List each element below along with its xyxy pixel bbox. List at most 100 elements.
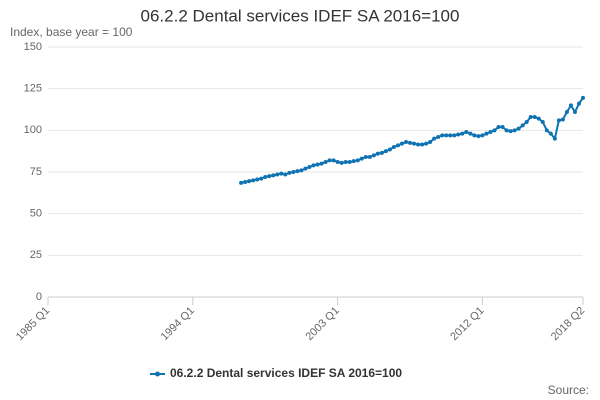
point (339, 160, 344, 165)
point (424, 141, 429, 146)
point (303, 166, 308, 171)
point (247, 179, 252, 184)
point (347, 160, 352, 164)
point (488, 130, 493, 134)
point (319, 161, 324, 166)
point (399, 141, 404, 146)
point (552, 136, 557, 141)
point (375, 151, 380, 156)
point (359, 156, 364, 161)
y-tick-label: 150 (24, 41, 42, 53)
point (343, 160, 348, 164)
point (259, 176, 264, 181)
point (448, 133, 453, 138)
point (492, 128, 497, 133)
point (351, 159, 356, 164)
point (379, 150, 384, 155)
point (512, 128, 517, 133)
point (315, 162, 320, 167)
point (420, 142, 425, 147)
point (283, 172, 288, 177)
point (548, 131, 553, 136)
point (564, 110, 569, 114)
line (240, 97, 584, 184)
point (524, 120, 529, 124)
point (432, 136, 437, 141)
point (263, 175, 268, 179)
x-tick-label: 1994 Q1 (159, 305, 197, 343)
point (239, 180, 244, 185)
point (307, 165, 312, 169)
point (480, 133, 485, 138)
y-axis-label: Index, base year = 100 (10, 25, 133, 39)
point (460, 131, 465, 136)
point (267, 174, 272, 179)
point (416, 142, 421, 147)
point (271, 173, 276, 178)
point (576, 101, 581, 106)
point (532, 115, 537, 119)
point (496, 125, 501, 129)
legend-label: 06.2.2 Dental services IDEF SA 2016=100 (170, 366, 402, 380)
legend-marker (155, 371, 160, 377)
point (456, 132, 461, 137)
chart-title: 06.2.2 Dental services IDEF SA 2016=100 (141, 6, 460, 25)
point (581, 95, 585, 100)
point (572, 110, 577, 114)
point (275, 172, 280, 177)
point (387, 147, 392, 152)
y-tick-label: 50 (30, 208, 42, 220)
point (536, 116, 541, 121)
point (383, 149, 388, 154)
point (404, 140, 409, 144)
point (395, 143, 400, 148)
y-tick-label: 25 (30, 249, 42, 261)
point (299, 168, 304, 173)
y-tick-label: 100 (24, 124, 42, 136)
point (516, 126, 521, 131)
point (436, 135, 441, 139)
y-tick-label: 0 (36, 291, 42, 303)
point (504, 128, 509, 133)
point (243, 180, 248, 184)
point (468, 131, 473, 136)
point (520, 123, 525, 128)
point (528, 115, 533, 119)
point (323, 160, 328, 164)
y-tick-label: 125 (24, 83, 42, 95)
point (371, 153, 376, 158)
point (508, 129, 513, 134)
point (544, 128, 549, 133)
point (556, 118, 561, 123)
point (287, 170, 292, 175)
point (295, 169, 300, 174)
point (391, 145, 396, 149)
x-tick-label: 2012 Q1 (448, 305, 486, 343)
point (355, 158, 360, 163)
point (568, 103, 573, 108)
point (311, 163, 316, 168)
point (452, 133, 457, 138)
point (408, 140, 413, 145)
point (412, 141, 417, 146)
point (255, 177, 260, 182)
point (472, 133, 477, 138)
y-tick-label: 75 (30, 166, 42, 178)
source: Source: (548, 383, 589, 397)
x-tick-label: 2003 Q1 (303, 305, 341, 343)
point (560, 117, 565, 122)
point (251, 178, 256, 183)
point (476, 134, 481, 139)
point (367, 155, 372, 159)
point (335, 160, 340, 164)
point (540, 120, 545, 124)
point (440, 133, 445, 138)
x-tick-label: 2018 Q2 (549, 305, 587, 343)
point (500, 125, 505, 129)
point (444, 133, 449, 138)
point (428, 140, 433, 144)
point (327, 158, 332, 163)
point (291, 170, 296, 174)
